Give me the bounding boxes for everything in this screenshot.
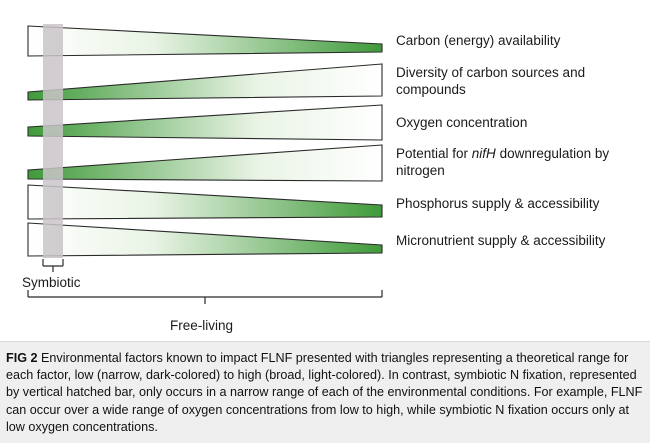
caption-box: FIG 2 Environmental factors known to imp…	[0, 341, 650, 443]
label-nifh-gene: nifH	[471, 146, 496, 161]
label-phosphorus-supply: Phosphorus supply & accessibility	[396, 196, 600, 211]
free-living-label: Free-living	[170, 318, 234, 333]
triangle-micronutrient-supply	[27, 222, 383, 257]
label-oxygen-concentration: Oxygen concentration	[396, 115, 528, 130]
label-carbon-availability: Carbon (energy) availability	[396, 33, 561, 48]
symbiotic-label: Symbiotic	[22, 275, 81, 290]
label-nifh-downregulation: Potential for nifH downregulation by nit…	[396, 145, 636, 179]
free-living-bracket	[27, 290, 383, 304]
caption-text: Environmental factors known to impact FL…	[6, 351, 643, 434]
figure-caption: FIG 2 Environmental factors known to imp…	[6, 350, 644, 436]
factor-triangles	[27, 24, 383, 304]
symbiotic-bar	[43, 24, 63, 258]
label-micronutrient-supply: Micronutrient supply & accessibility	[396, 233, 606, 248]
label-nifh-post: downregulation by nitrogen	[396, 146, 610, 178]
label-nifh-pre: Potential for	[396, 146, 472, 161]
triangle-oxygen-concentration	[27, 104, 383, 141]
triangle-carbon-availability	[27, 25, 383, 57]
triangle-carbon-diversity	[27, 63, 383, 101]
diagram: Carbon (energy) availability Diversity o…	[22, 24, 636, 333]
triangle-phosphorus-supply	[27, 184, 383, 220]
triangle-nifh-downregulation	[27, 144, 383, 182]
label-carbon-diversity: Diversity of carbon sources and compound…	[396, 65, 586, 97]
caption-fig-label: FIG 2	[6, 351, 38, 365]
symbiotic-bracket	[42, 259, 64, 272]
